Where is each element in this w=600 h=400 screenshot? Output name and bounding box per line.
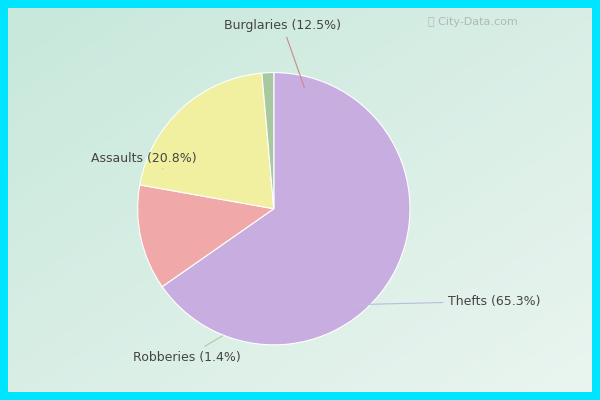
Wedge shape xyxy=(140,73,274,209)
Wedge shape xyxy=(262,72,274,209)
Text: ⓘ City-Data.com: ⓘ City-Data.com xyxy=(428,17,518,27)
Text: Burglaries (12.5%): Burglaries (12.5%) xyxy=(224,19,341,88)
Text: Robberies (1.4%): Robberies (1.4%) xyxy=(133,336,241,364)
Wedge shape xyxy=(137,185,274,287)
Wedge shape xyxy=(162,72,410,345)
Text: Assaults (20.8%): Assaults (20.8%) xyxy=(91,152,196,169)
Text: Thefts (65.3%): Thefts (65.3%) xyxy=(355,295,541,308)
